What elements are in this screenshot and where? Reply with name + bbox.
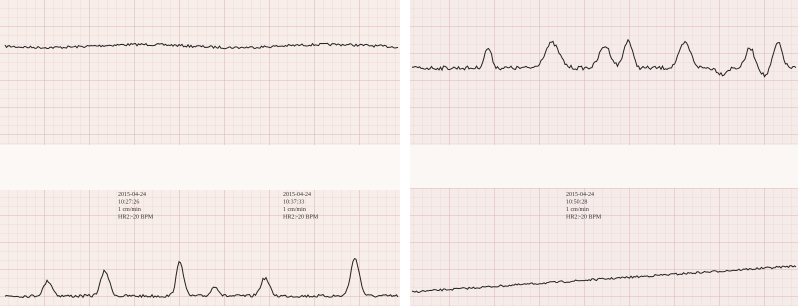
ctg-photo: 2015-04-2410:27:261 cm/minHR2:-20 BPM201…	[0, 0, 798, 306]
annotation-line: 1 cm/min	[566, 207, 589, 213]
annotation-line: 1 cm/min	[283, 207, 306, 213]
annotation-line: 1 cm/min	[118, 207, 141, 213]
annotation-line: 10:37:33	[283, 200, 304, 206]
annotation-line: 2015-04-24	[283, 192, 311, 198]
annotation-line: HR2:-20 BPM	[566, 215, 602, 221]
right-panel	[410, 0, 798, 306]
annotation-line: HR2:-20 BPM	[118, 215, 154, 221]
annotation-line: HR2:-20 BPM	[283, 215, 319, 221]
annotation-line: 10:27:26	[118, 200, 139, 206]
annotation-line: 10:50:28	[566, 200, 587, 206]
annotation-line: 2015-04-24	[566, 192, 594, 198]
annotation-line: 2015-04-24	[118, 192, 146, 198]
